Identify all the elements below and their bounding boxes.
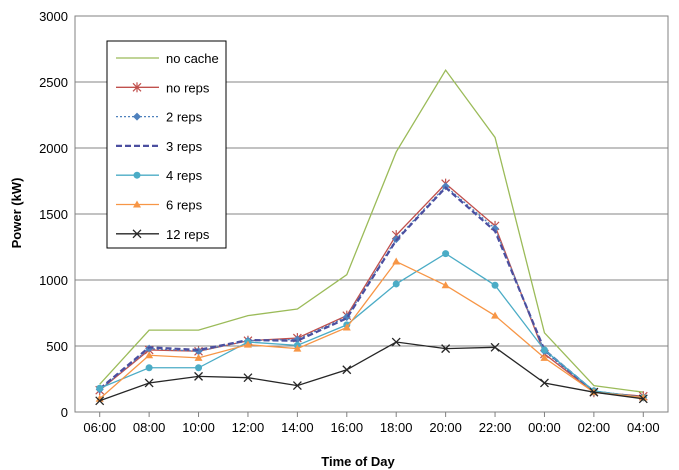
y-tick-label: 500	[46, 339, 68, 354]
data-point-12-reps	[539, 378, 549, 388]
legend-label: no reps	[166, 80, 210, 95]
legend-item-6-reps: 6 reps	[116, 198, 203, 213]
x-tick-label: 08:00	[133, 420, 166, 435]
data-point-4-reps	[96, 384, 104, 392]
data-point-12-reps	[292, 381, 302, 391]
data-point-12-reps	[589, 387, 599, 397]
legend-label: no cache	[166, 51, 219, 66]
y-tick-label: 2000	[39, 141, 68, 156]
data-point-6-reps	[243, 340, 252, 348]
y-tick-labels: 0 500 1000 1500 2000 2500 3000	[39, 9, 68, 420]
data-point-12-reps	[490, 342, 500, 352]
legend-label: 3 reps	[166, 139, 203, 154]
legend-label: 12 reps	[166, 227, 210, 242]
data-point-4-reps	[491, 281, 499, 289]
legend-label: 6 reps	[166, 198, 203, 213]
x-tick-label: 22:00	[479, 420, 512, 435]
legend-item-no-reps: no reps	[116, 80, 210, 95]
y-tick-label: 1000	[39, 273, 68, 288]
series-line-4-reps	[99, 252, 644, 399]
series-12-reps	[95, 337, 648, 406]
x-tick-label: 10:00	[182, 420, 215, 435]
series-line-12-reps	[99, 341, 644, 402]
legend-item-4-reps: 4 reps	[116, 168, 203, 183]
series-line-6-reps	[99, 260, 644, 400]
x-tick-label: 16:00	[331, 420, 364, 435]
series-lines	[95, 68, 648, 406]
legend-box	[106, 40, 227, 249]
legend-marker	[132, 82, 142, 93]
x-tick-label: 14:00	[281, 420, 314, 435]
legend-marker	[133, 112, 141, 121]
x-tick-label: 04:00	[627, 420, 660, 435]
y-tick-label: 3000	[39, 9, 68, 24]
legend-item-12-reps: 12 reps	[116, 227, 210, 242]
legend-marker	[132, 229, 142, 239]
y-tick-label: 0	[61, 405, 68, 420]
data-point-6-reps	[145, 351, 154, 359]
x-tick-label: 00:00	[528, 420, 561, 435]
data-point-6-reps	[540, 353, 549, 361]
data-point-4-reps	[195, 364, 203, 372]
y-tick-label: 1500	[39, 207, 68, 222]
x-tick-label: 20:00	[429, 420, 462, 435]
data-point-6-reps	[194, 353, 203, 361]
y-tick-label: 2500	[39, 75, 68, 90]
legend-label: 4 reps	[166, 168, 203, 183]
y-axis-title: Power (kW)	[9, 178, 24, 249]
plot-area	[74, 15, 669, 413]
data-point-12-reps	[342, 365, 352, 375]
series-line-no-cache	[99, 68, 644, 393]
x-axis-title: Time of Day	[321, 454, 395, 469]
data-point-6-reps	[293, 344, 302, 352]
legend-item-2-reps: 2 reps	[116, 110, 203, 125]
data-point-12-reps	[243, 373, 253, 383]
data-point-6-reps	[342, 323, 351, 331]
data-point-4-reps	[442, 250, 450, 258]
data-point-12-reps	[194, 371, 204, 381]
data-point-4-reps	[145, 364, 153, 372]
data-point-6-reps	[441, 281, 450, 289]
data-point-6-reps	[392, 257, 401, 265]
data-point-12-reps	[391, 337, 401, 347]
series-no-cache	[99, 68, 644, 393]
x-tick-label: 12:00	[232, 420, 265, 435]
legend-item-3-reps: 3 reps	[116, 139, 203, 154]
series-line-2-reps	[99, 185, 644, 399]
legend-marker	[133, 171, 141, 179]
data-point-4-reps	[392, 280, 400, 288]
x-tick-label: 18:00	[380, 420, 413, 435]
legend: no cache no reps 2 reps 3 reps 4 reps 6 reps 1…	[106, 40, 227, 249]
data-point-12-reps	[638, 394, 648, 404]
legend-marker	[133, 200, 141, 208]
legend-label: 2 reps	[166, 110, 203, 125]
legend-item-no-cache: no cache	[116, 51, 219, 66]
x-tick-label: 02:00	[578, 420, 611, 435]
data-point-12-reps	[144, 378, 154, 388]
data-point-12-reps	[441, 344, 451, 354]
x-tick-labels: 06:00 08:00 10:00 12:00 14:00 16:00 18:00 20:00…	[83, 412, 660, 435]
data-point-12-reps	[95, 396, 105, 406]
data-point-4-reps	[540, 346, 548, 354]
data-point-6-reps	[491, 311, 500, 319]
x-tick-label: 06:00	[83, 420, 116, 435]
